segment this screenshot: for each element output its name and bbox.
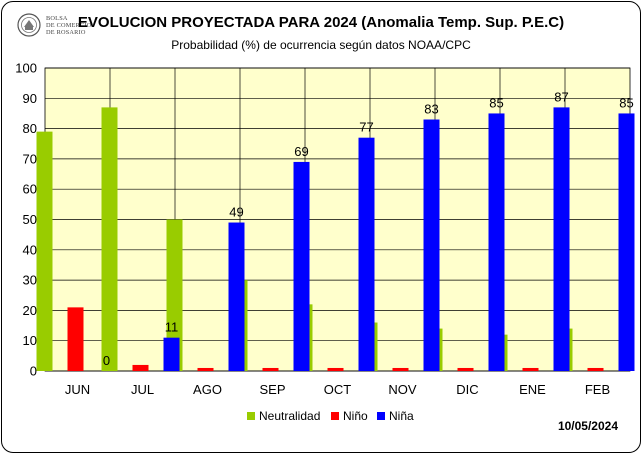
bar-niña (163, 337, 180, 371)
data-label: 85 (489, 95, 503, 110)
bar-niño (67, 307, 84, 371)
y-tick-label: 60 (23, 182, 37, 197)
bar-niña (618, 113, 635, 371)
logo-line: DE COMERCIO (46, 22, 92, 30)
x-tick-label: DIC (456, 382, 478, 397)
legend-swatch (247, 412, 255, 420)
bar-niña (228, 222, 245, 371)
logo-line: DE ROSARIO (46, 29, 86, 37)
bar-neutralidad (36, 131, 53, 371)
y-tick-label: 70 (23, 151, 37, 166)
bar-niña (488, 113, 505, 371)
bar-niño (457, 367, 474, 371)
y-tick-label: 0 (30, 364, 37, 379)
data-label: 69 (294, 144, 308, 159)
x-tick-label: FEB (585, 382, 610, 397)
x-tick-label: ENE (519, 382, 546, 397)
legend-item: Niña (377, 409, 414, 423)
data-label: 0 (103, 353, 110, 368)
chart-title: EVOLUCION PROYECTADA PARA 2024 (Anomalia… (77, 14, 565, 31)
logo-text: BOLSA DE COMERCIO DE ROSARIO (46, 15, 91, 37)
data-label: 87 (554, 89, 568, 104)
y-tick-label: 20 (23, 303, 37, 318)
legend-label: Niño (343, 409, 368, 423)
y-tick-label: 30 (23, 273, 37, 288)
report-date: 10/05/2024 (557, 419, 618, 433)
bar-niño (392, 367, 409, 371)
y-tick-label: 50 (23, 212, 37, 227)
y-tick-label: 10 (23, 333, 37, 348)
legend-label: Neutralidad (259, 409, 320, 423)
bolsa-de-comercio-logo (17, 13, 41, 37)
bar-niño (132, 364, 149, 371)
legend-item: Niño (331, 409, 368, 423)
y-tick-label: 90 (23, 91, 37, 106)
bar-niño (197, 367, 214, 371)
legend-item: Neutralidad (247, 409, 320, 423)
x-tick-label: OCT (324, 382, 352, 397)
data-label: 83 (424, 102, 438, 117)
legend-label: Niña (389, 409, 414, 423)
data-label: 49 (229, 205, 243, 220)
bar-niña (293, 161, 310, 371)
legend-swatch (331, 412, 339, 420)
x-tick-label: JUN (65, 382, 90, 397)
bar-niña (553, 107, 570, 371)
bar-niño (522, 367, 539, 371)
y-tick-label: 80 (23, 121, 37, 136)
data-label: 77 (359, 120, 373, 135)
x-tick-label: NOV (388, 382, 417, 397)
legend-swatch (377, 412, 385, 420)
bar-neutralidad (166, 219, 183, 371)
logo-line: BOLSA (46, 15, 68, 22)
bar-niña (358, 137, 375, 371)
chart-subtitle: Probabilidad (%) de ocurrencia según dat… (171, 38, 471, 52)
x-tick-label: AGO (193, 382, 222, 397)
bar-niña (423, 119, 440, 371)
bar-niño (327, 367, 344, 371)
x-tick-label: SEP (259, 382, 285, 397)
bar-neutralidad (101, 107, 118, 371)
data-label: 85 (619, 95, 633, 110)
y-tick-label: 40 (23, 242, 37, 257)
data-label: 11 (165, 320, 179, 335)
bar-niño (262, 367, 279, 371)
y-tick-label: 100 (15, 61, 37, 76)
bar-niño (587, 367, 604, 371)
x-tick-label: JUL (131, 382, 154, 397)
